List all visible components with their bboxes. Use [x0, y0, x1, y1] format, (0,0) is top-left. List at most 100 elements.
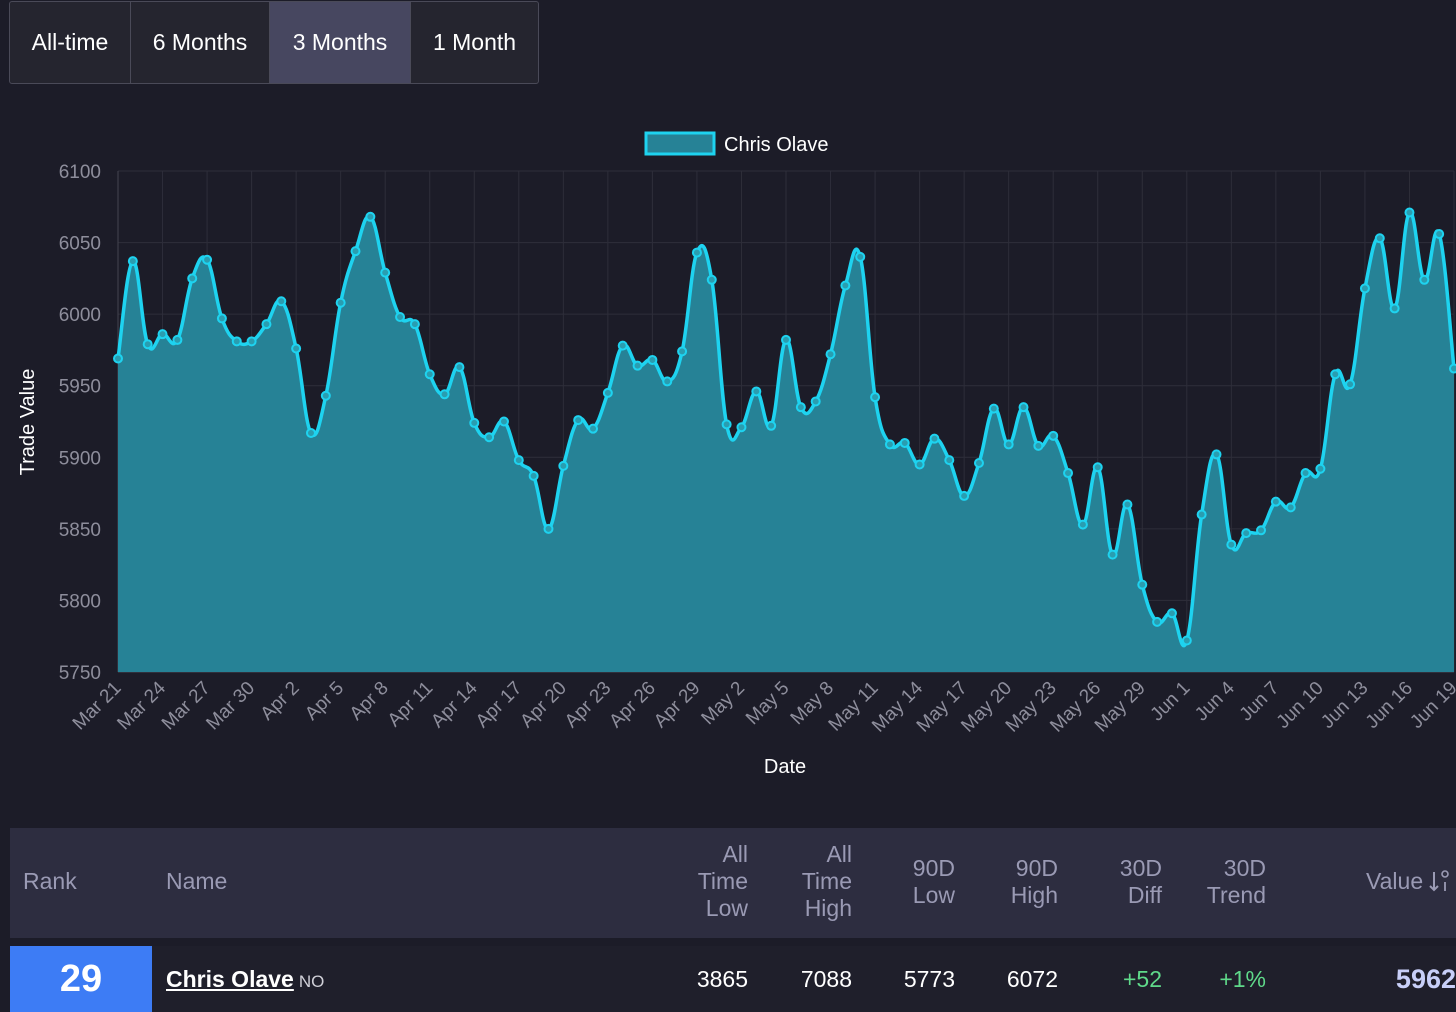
x-tick-label: Jun 19: [1406, 678, 1456, 733]
data-point: [424, 369, 435, 380]
x-tick-label: Apr 14: [427, 677, 482, 732]
header-all-time-high[interactable]: All Time High: [801, 841, 852, 921]
y-tick-label: 6050: [59, 234, 101, 255]
header-name[interactable]: Name: [166, 868, 228, 894]
data-point: [246, 336, 257, 347]
header-30d-diff[interactable]: 30D Diff: [1119, 855, 1162, 908]
data-point: [573, 415, 584, 426]
name-cell: Chris Olave NO: [166, 946, 324, 1012]
data-point: [1211, 449, 1222, 460]
data-point: [884, 439, 895, 450]
x-tick-label: May 5: [742, 678, 793, 729]
data-point: [1270, 496, 1281, 507]
header-90d-high[interactable]: 90D High: [1010, 855, 1058, 908]
data-point: [1018, 402, 1029, 413]
data-point: [929, 433, 940, 444]
data-point: [1330, 369, 1341, 380]
x-tick-label: May 2: [698, 678, 749, 729]
x-tick-label: Mar 30: [202, 678, 259, 735]
data-point: [1003, 439, 1014, 450]
x-tick-label: Apr 23: [561, 678, 615, 732]
data-point: [810, 396, 821, 407]
header-value[interactable]: Value: [1366, 868, 1451, 895]
header-90d-low[interactable]: 90D Low: [912, 855, 955, 908]
data-point: [395, 312, 406, 323]
tab-3-months[interactable]: 3 Months: [270, 2, 411, 83]
data-point: [1166, 608, 1177, 619]
header-rank[interactable]: Rank: [23, 868, 77, 894]
x-tick-label: Mar 21: [69, 678, 126, 735]
y-tick-label: 5900: [59, 448, 101, 469]
data-point: [602, 387, 613, 398]
x-tick-label: Mar 24: [113, 677, 170, 734]
legend-swatch: [644, 131, 716, 156]
data-point: [498, 416, 509, 427]
data-point: [469, 417, 480, 428]
y-tick-label: 5950: [59, 377, 101, 398]
x-tick-label: Apr 20: [516, 678, 570, 732]
data-point: [1092, 462, 1103, 473]
data-point: [142, 339, 153, 350]
cell-value: 5962: [1395, 963, 1456, 994]
data-point: [1434, 228, 1445, 239]
data-point: [1107, 549, 1118, 560]
data-point: [1285, 502, 1296, 513]
data-point: [157, 329, 168, 340]
data-point: [721, 419, 732, 430]
data-point: [365, 211, 376, 222]
tab-6-months[interactable]: 6 Months: [131, 2, 270, 83]
data-point: [973, 458, 984, 469]
data-point: [261, 319, 272, 330]
data-point: [187, 273, 198, 284]
x-tick-label: Apr 2: [257, 678, 304, 725]
data-point: [588, 423, 599, 434]
data-point: [781, 334, 791, 345]
tab-all-time[interactable]: All-time: [10, 2, 131, 83]
header-30d-trend[interactable]: 30D Trend: [1206, 855, 1266, 908]
data-point: [899, 437, 910, 448]
cell-all-time-low: 3865: [696, 965, 748, 992]
data-point: [677, 346, 688, 357]
player-name-link[interactable]: Chris Olave: [166, 965, 294, 992]
data-point: [914, 459, 925, 470]
data-point: [751, 386, 762, 397]
x-tick-label: Mar 27: [158, 678, 215, 735]
data-point: [202, 254, 213, 265]
header-value-label: Value: [1366, 868, 1424, 894]
legend-label: Chris Olave: [724, 134, 828, 156]
data-point: [1226, 539, 1237, 550]
tab-1-month[interactable]: 1 Month: [432, 29, 517, 55]
sort-descending-icon[interactable]: [1429, 869, 1451, 894]
data-point: [558, 460, 569, 471]
x-tick-label: Jun 1: [1147, 678, 1195, 726]
data-point: [1404, 207, 1415, 218]
header-all-time-low[interactable]: All Time Low: [697, 841, 748, 921]
data-point: [825, 349, 836, 360]
data-point: [617, 340, 628, 351]
data-point: [1077, 519, 1088, 530]
data-point: [439, 389, 450, 400]
data-point: [706, 274, 717, 285]
data-point: [1300, 468, 1311, 479]
cell-90d-low: 5773: [903, 965, 955, 992]
x-tick-label: Jun 4: [1191, 677, 1239, 725]
table-row[interactable]: 29 Chris Olave NO 3865 7088 5773 6072 +5…: [10, 946, 1456, 1012]
data-point: [662, 376, 673, 387]
y-tick-label: 6100: [59, 162, 101, 183]
data-point: [944, 455, 955, 466]
data-point: [409, 319, 420, 330]
y-tick-label: 5800: [59, 591, 101, 612]
data-point: [959, 490, 970, 501]
data-point: [766, 420, 777, 431]
data-point: [1152, 616, 1163, 627]
team-label: NO: [298, 971, 325, 991]
data-point: [795, 402, 806, 413]
data-point: [113, 353, 123, 364]
data-point: [231, 336, 242, 347]
data-point: [1359, 283, 1370, 294]
data-point: [335, 297, 346, 308]
data-point: [1345, 379, 1356, 390]
data-point: [736, 422, 747, 433]
data-point: [276, 296, 287, 307]
